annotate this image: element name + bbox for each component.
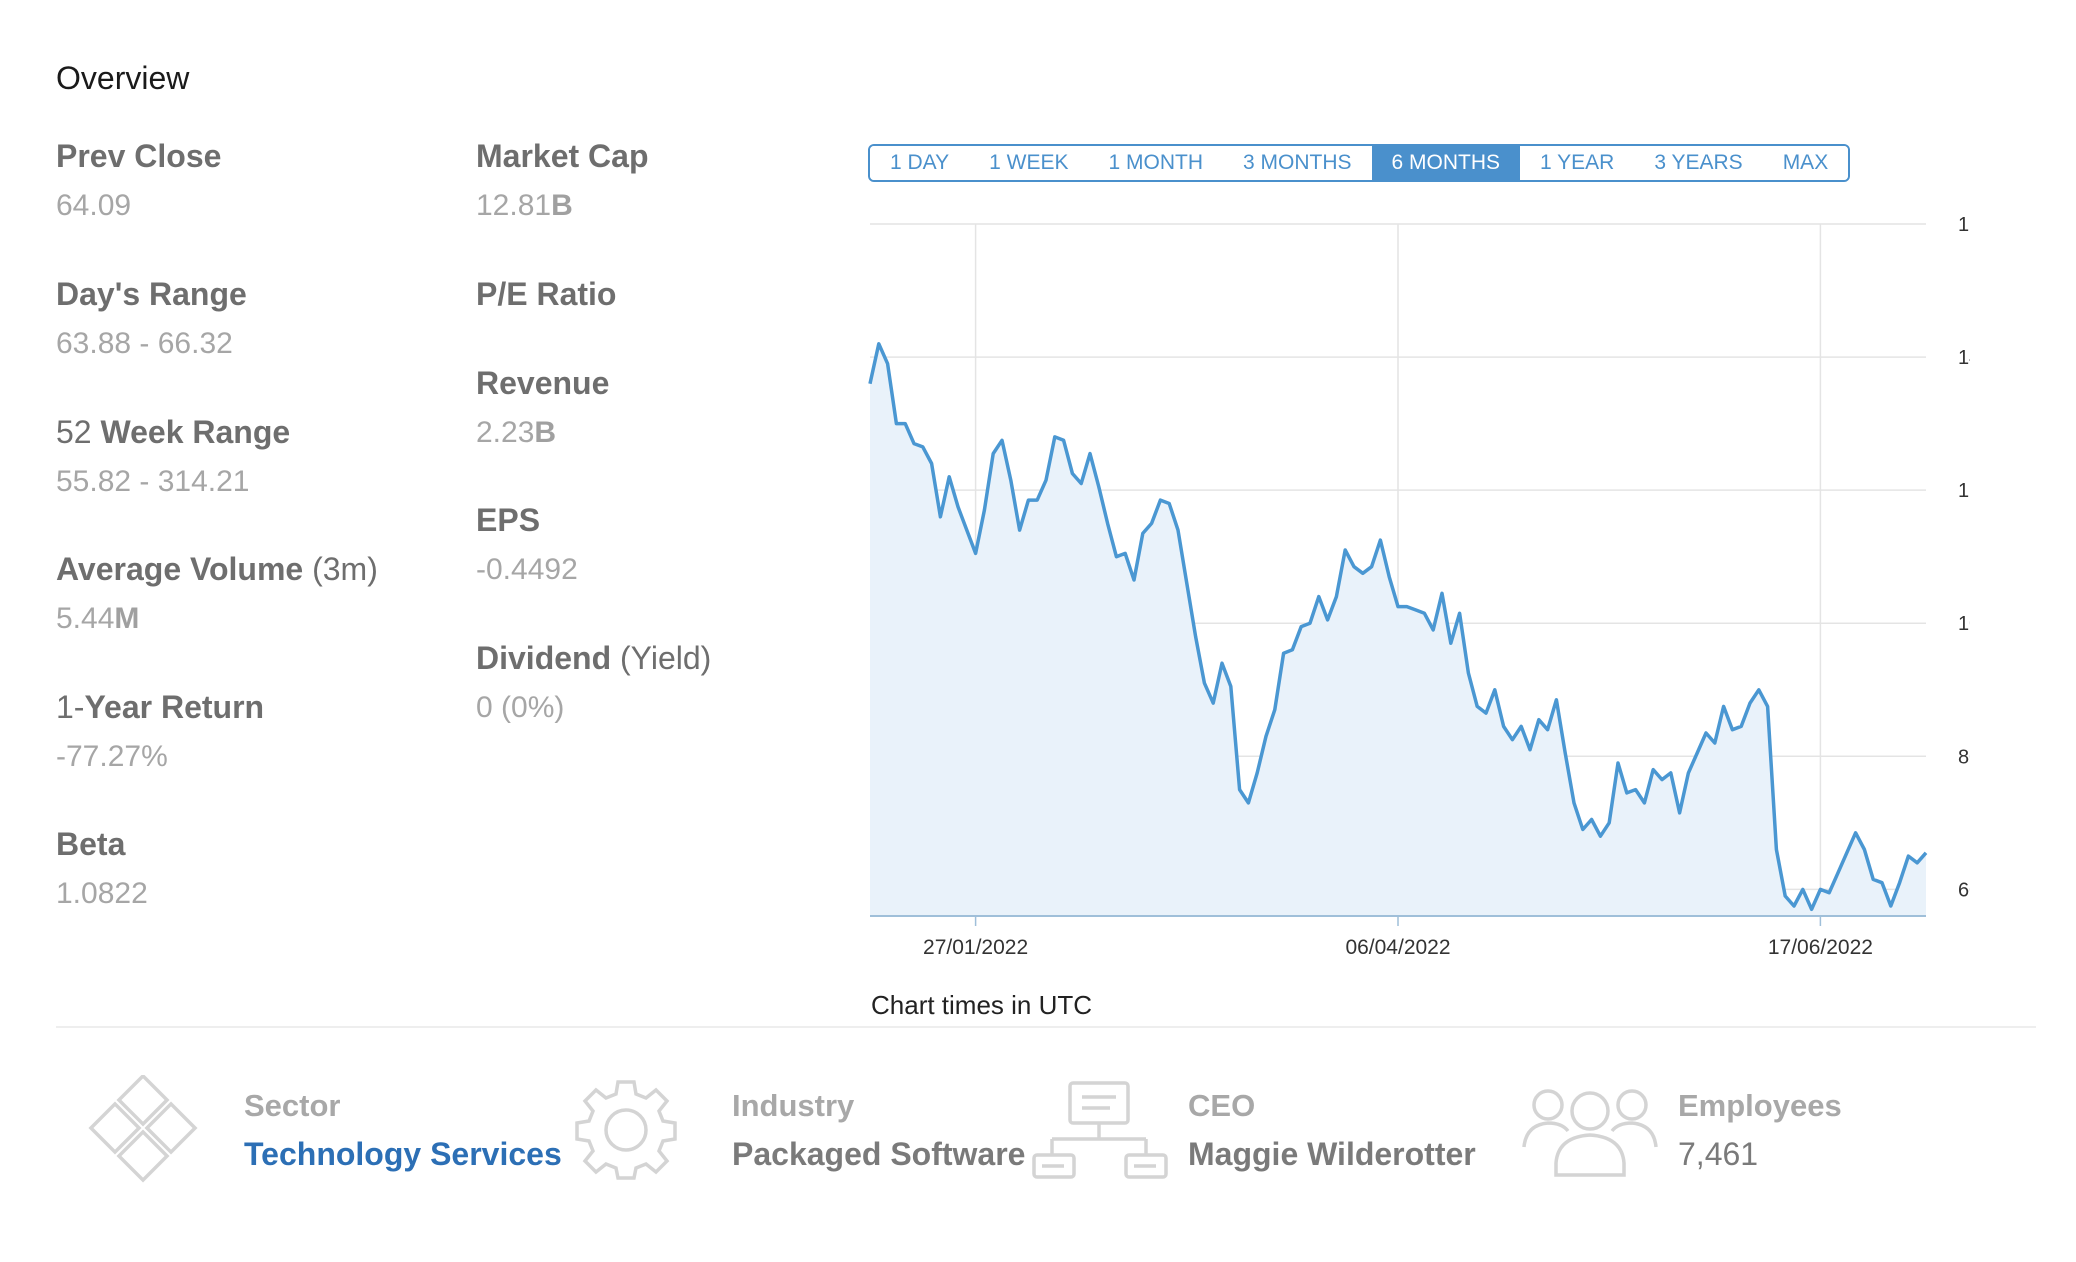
stat-value: -0.4492: [476, 553, 578, 586]
stat-label: Average Volume (3m): [56, 551, 378, 587]
stat-value: 0 (0%): [476, 691, 565, 724]
stat-label: P/E Ratio: [476, 276, 617, 312]
overview-title: Overview: [56, 60, 190, 96]
ceo-value: Maggie Wilderotter: [1188, 1135, 1476, 1172]
sector-diamond-icon: [86, 1073, 226, 1185]
info-key: CEO: [1188, 1087, 1256, 1123]
stat-eps: EPS -0.4492: [476, 502, 578, 587]
tab-1-week[interactable]: 1 WEEK: [969, 146, 1089, 180]
stat-label: Day's Range: [56, 276, 247, 312]
stat-value: 63.88 - 66.32: [56, 327, 233, 360]
people-group-icon: [1520, 1075, 1660, 1185]
stat-label: Beta: [56, 826, 126, 862]
sector-link[interactable]: Technology Services: [244, 1135, 562, 1172]
price-chart[interactable]: 160.00 140.00 120.00 100.00 80.00 60.00 27/01/…: [860, 190, 1970, 970]
x-tick-label: 17/06/2022: [1768, 936, 1873, 959]
stat-market-cap: Market Cap 12.81B: [476, 138, 649, 223]
tab-max[interactable]: MAX: [1762, 146, 1849, 180]
y-tick-label: 120.00: [1958, 480, 1970, 502]
stat-label: Revenue: [476, 365, 610, 401]
stat-52-week-range: 52 Week Range 55.82 - 314.21: [56, 414, 290, 499]
stat-value: 5.44M: [56, 602, 140, 635]
stat-value: 64.09: [56, 189, 132, 222]
stat-label: 52 Week Range: [56, 414, 291, 450]
tab-6-months[interactable]: 6 MONTHS: [1371, 146, 1521, 180]
stat-beta: Beta 1.0822: [56, 826, 148, 911]
org-chart-icon: [1030, 1075, 1170, 1185]
info-industry: Industry Packaged Software: [574, 1075, 1025, 1185]
tab-3-years[interactable]: 3 YEARS: [1634, 146, 1763, 180]
stat-dividend-yield: Dividend (Yield) 0 (0%): [476, 640, 711, 725]
stat-value: -77.27%: [56, 740, 168, 773]
employees-value: 7,461: [1678, 1135, 1759, 1172]
tab-3-months[interactable]: 3 MONTHS: [1223, 146, 1372, 180]
chart-range-tabs: 1 DAY 1 WEEK 1 MONTH 3 MONTHS 6 MONTHS 1…: [868, 144, 1851, 182]
info-ceo: CEO Maggie Wilderotter: [1030, 1075, 1476, 1185]
info-key: Industry: [732, 1087, 855, 1123]
stat-value: 2.23B: [476, 416, 557, 449]
info-key: Employees: [1678, 1087, 1842, 1123]
stat-label: 1-Year Return: [56, 689, 265, 725]
info-employees: Employees 7,461: [1520, 1075, 1842, 1185]
stat-label: Market Cap: [476, 138, 649, 174]
y-tick-label: 100.00: [1958, 613, 1970, 635]
stat-value: 1.0822: [56, 877, 148, 910]
tab-1-day[interactable]: 1 DAY: [870, 146, 970, 180]
x-tick-label: 27/01/2022: [923, 936, 1028, 959]
stat-label: Prev Close: [56, 138, 222, 174]
tab-1-year[interactable]: 1 YEAR: [1520, 146, 1635, 180]
y-tick-label: 160.00: [1958, 214, 1970, 236]
info-sector: Sector Technology Services: [86, 1073, 562, 1185]
stat-value: 12.81B: [476, 189, 573, 222]
y-tick-label: 60.00: [1958, 879, 1970, 901]
industry-value: Packaged Software: [732, 1135, 1026, 1172]
x-tick-label: 06/04/2022: [1345, 936, 1450, 959]
stat-revenue: Revenue 2.23B: [476, 365, 609, 450]
stat-pe-ratio: P/E Ratio: [476, 276, 616, 327]
price-area: [870, 343, 1926, 916]
tab-1-month[interactable]: 1 MONTH: [1088, 146, 1223, 180]
info-key: Sector: [244, 1087, 341, 1123]
chart-times-note: Chart times in UTC: [871, 990, 1093, 1020]
stat-label: Dividend (Yield): [476, 640, 712, 676]
stat-days-range: Day's Range 63.88 - 66.32: [56, 276, 247, 361]
stat-value: 55.82 - 314.21: [56, 465, 250, 498]
stat-average-volume: Average Volume (3m) 5.44M: [56, 551, 378, 636]
stat-label: EPS: [476, 502, 541, 538]
stat-1-year-return: 1-Year Return -77.27%: [56, 689, 264, 774]
price-line: [868, 342, 1928, 912]
y-tick-label: 140.00: [1958, 347, 1970, 369]
y-tick-label: 80.00: [1958, 746, 1970, 768]
section-divider: [56, 1026, 2036, 1028]
gear-icon: [574, 1075, 714, 1185]
stat-prev-close: Prev Close 64.09: [56, 138, 221, 223]
